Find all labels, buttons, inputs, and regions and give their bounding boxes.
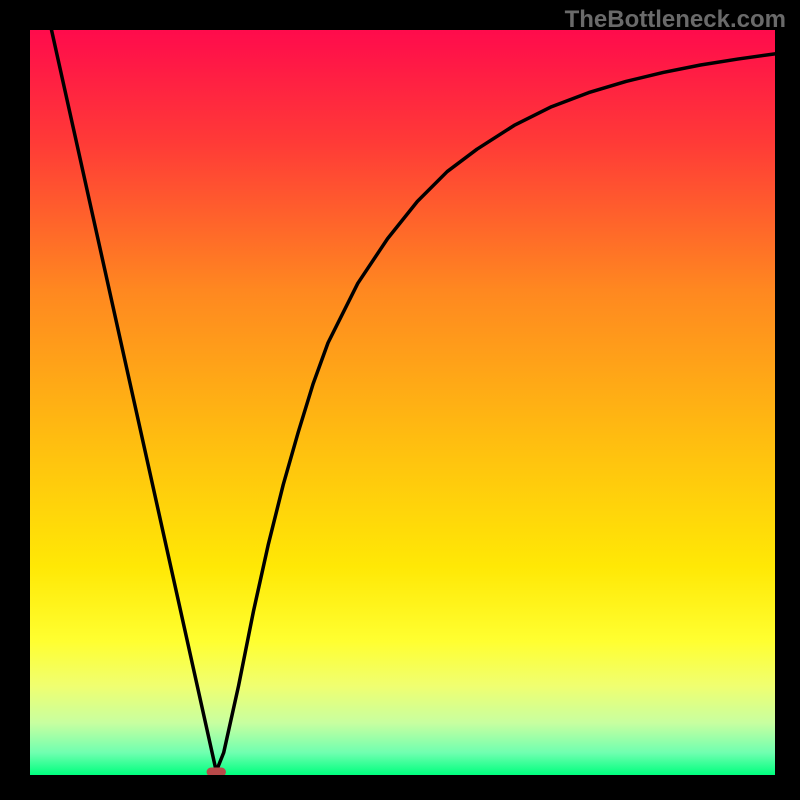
watermark-text: TheBottleneck.com (565, 6, 786, 34)
chart-background (30, 30, 775, 775)
bottleneck-chart-svg (30, 30, 775, 775)
chart-plot-area (30, 30, 775, 775)
optimal-point-marker (207, 768, 226, 775)
